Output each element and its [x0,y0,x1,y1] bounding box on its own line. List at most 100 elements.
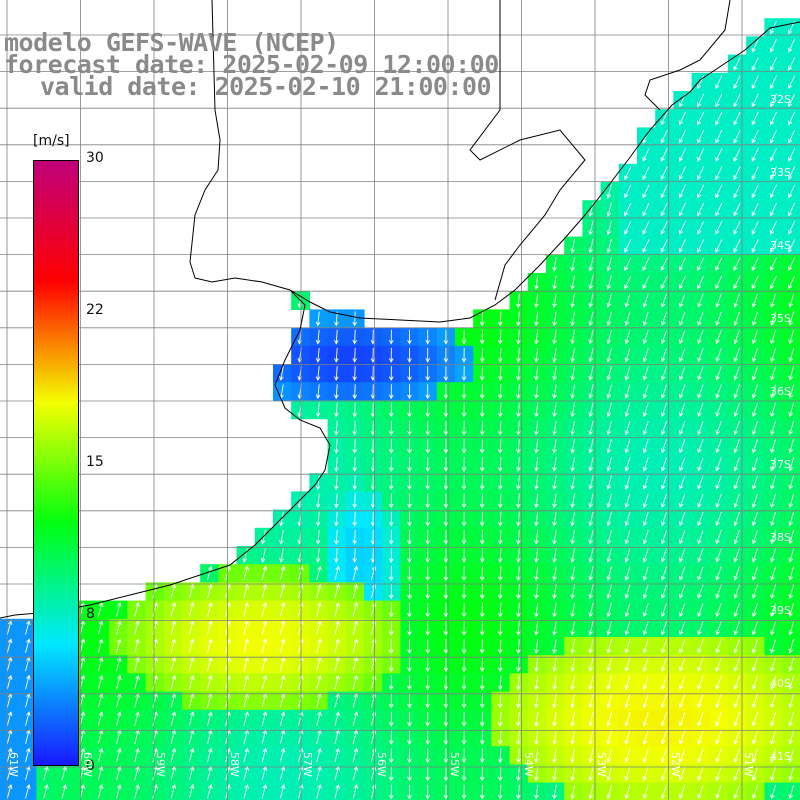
wind-arrow [642,184,650,199]
wind-arrow [770,439,777,454]
wind-arrow [334,347,339,363]
wind-arrow [497,529,503,545]
wind-arrow [407,584,412,600]
wind-arrow [606,548,612,563]
wind-arrow [660,348,668,363]
wind-arrow [407,784,412,800]
wind-arrow [352,420,357,436]
wind-arrow [660,693,668,709]
wind-arrow [316,674,322,690]
wind-arrow [733,457,740,472]
wind-arrow [642,402,649,418]
wind-arrow [570,784,576,800]
wind-arrow [770,675,777,691]
wind-arrow [788,111,796,126]
wind-arrow [425,493,430,509]
wind-arrow [588,329,594,345]
wind-arrow [479,420,485,436]
wind-arrow [461,529,467,545]
wind-arrow [606,711,612,727]
wind-arrow [606,730,612,745]
wind-arrow [479,511,485,527]
wind-arrow [751,784,758,800]
wind-arrow [788,57,796,71]
wind-arrow [316,583,322,599]
wind-arrow [770,311,777,327]
wind-arrow [715,166,723,181]
wind-arrow [769,57,777,71]
wind-arrow [552,438,557,454]
wind-arrow [751,693,758,709]
wind-arrow [334,402,339,418]
wind-arrow [570,602,576,618]
wind-arrow [624,602,631,618]
wind-arrow [679,730,686,745]
wind-arrow [788,311,795,327]
wind-arrow [388,584,394,600]
wind-arrow [534,584,539,600]
wind-arrow [642,439,649,454]
wind-arrow [770,602,777,618]
wind-arrow [606,420,612,436]
wind-arrow [570,693,576,709]
wind-arrow [552,620,557,636]
wind-arrow [334,329,339,345]
wind-arrow [188,711,195,726]
lat-label: 41S [770,750,791,763]
wind-arrow [751,439,758,454]
wind-arrow [279,711,286,726]
wind-arrow [461,602,467,618]
wind-arrow [497,366,503,382]
wind-arrow [552,566,557,582]
wind-arrow [606,766,612,782]
wind-arrow [407,766,412,782]
wind-arrow [770,420,777,436]
wind-arrow [788,166,796,181]
wind-arrow [534,602,539,618]
wind-arrow [642,584,649,600]
wind-arrow [534,366,539,381]
wind-arrow [534,548,539,563]
wind-arrow [751,293,758,308]
wind-arrow [6,783,13,799]
wind-arrow [152,638,158,654]
wind-arrow [788,639,795,654]
wind-arrow [733,366,740,381]
wind-arrow [388,657,394,673]
wind-arrow [316,565,322,581]
wind-arrow [697,784,704,800]
wind-arrow [461,675,467,691]
wind-arrow [425,602,430,618]
wind-arrow [733,712,740,727]
wind-arrow [134,638,140,654]
wind-arrow [751,75,759,90]
wind-arrow [751,511,758,527]
wind-arrow [697,93,705,108]
wind-arrow [624,275,632,290]
wind-arrow [425,511,430,527]
wind-arrow [606,275,612,290]
wind-arrow [516,329,521,345]
wind-arrow [407,548,412,564]
wind-arrow [497,657,503,673]
wind-arrow [443,639,449,655]
wind-arrow [443,602,449,618]
wind-arrow [243,638,249,654]
wind-arrow [261,638,268,654]
wind-arrow [624,457,631,472]
wind-arrow [6,620,13,635]
wind-arrow [461,366,467,382]
wind-arrow [25,747,31,763]
wind-arrow [679,748,686,763]
wind-arrow [770,457,777,472]
wind-arrow [425,730,430,746]
wind-arrow [443,420,449,436]
wind-arrow [425,657,430,673]
wind-arrow [388,366,394,382]
wind-arrow [733,275,741,290]
wind-arrow [188,783,195,799]
wind-arrow [334,711,340,726]
wind-arrow [660,657,668,672]
wind-arrow [279,783,286,799]
